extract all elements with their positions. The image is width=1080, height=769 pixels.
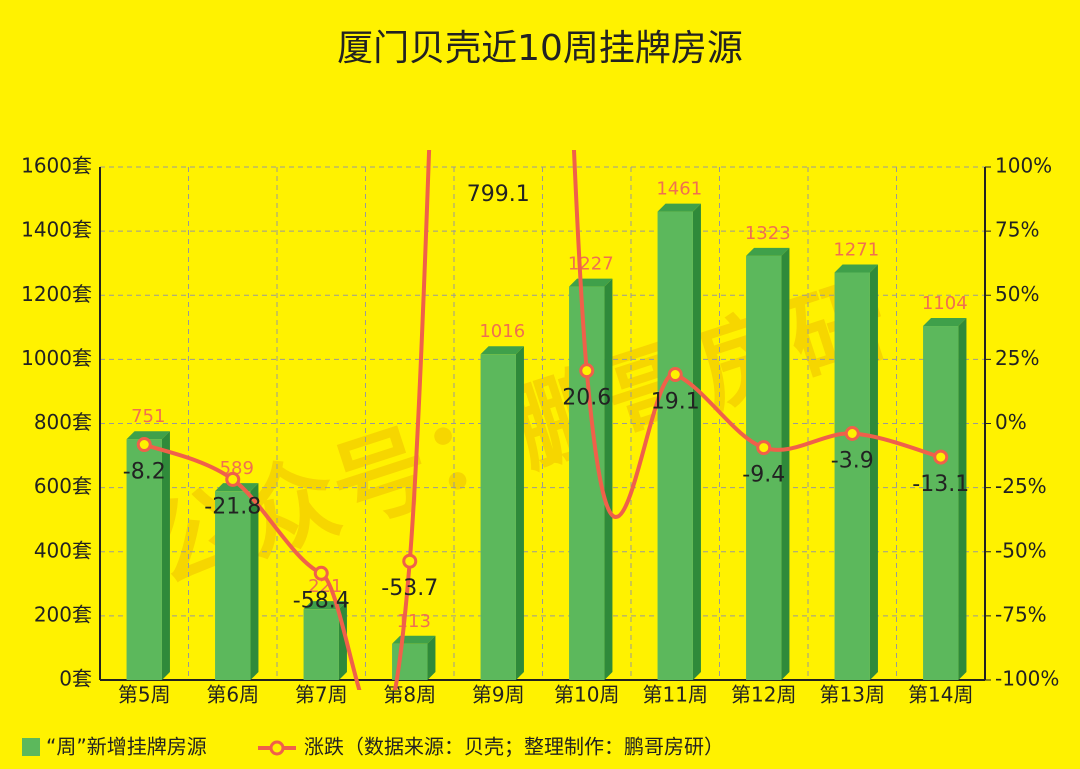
- bar: [834, 272, 870, 680]
- y-tick-label: 200套: [34, 602, 92, 626]
- bar-top: [215, 483, 259, 492]
- y-tick-label: 800套: [34, 410, 92, 434]
- line-marker: [313, 565, 329, 581]
- bar-side: [604, 278, 613, 680]
- x-tick-label: 第12周: [731, 683, 796, 707]
- bar-top: [834, 264, 878, 273]
- bar-side: [427, 635, 436, 680]
- line-marker: [225, 471, 241, 487]
- bar: [215, 491, 251, 680]
- bar-label: 751: [131, 406, 165, 427]
- line-label: -58.4: [293, 588, 350, 613]
- bar-label: 1271: [833, 239, 879, 260]
- bar-top: [657, 203, 701, 212]
- bar: [923, 326, 959, 680]
- y-tick-label: 1400套: [21, 218, 92, 242]
- bar-side: [958, 318, 967, 680]
- line-label: -21.8: [204, 494, 261, 519]
- y2-tick-label: 100%: [995, 154, 1052, 178]
- bar: [657, 211, 693, 680]
- y2-tick-label: -50%: [995, 538, 1047, 562]
- legend-swatch: [22, 738, 40, 756]
- x-tick-label: 第9周: [472, 683, 525, 707]
- line-label: 19.1: [651, 390, 700, 415]
- bar-label: 1323: [745, 223, 791, 244]
- x-tick-label: 第10周: [554, 683, 619, 707]
- line-label: -3.9: [831, 449, 874, 474]
- bar: [303, 609, 339, 680]
- line-label: -13.1: [912, 472, 969, 497]
- bar: [126, 439, 162, 680]
- x-tick-label: 第6周: [206, 683, 259, 707]
- y-tick-label: 600套: [34, 474, 92, 498]
- x-tick-label: 第5周: [118, 683, 171, 707]
- line-marker: [933, 449, 949, 465]
- bar: [480, 354, 516, 680]
- line-marker: [579, 363, 595, 379]
- bar-top: [480, 346, 524, 355]
- line-label: -8.2: [123, 460, 166, 485]
- bar-side: [692, 203, 701, 680]
- x-tick-label: 第8周: [383, 683, 436, 707]
- y2-tick-label: 0%: [995, 410, 1027, 434]
- bar-label: 1461: [656, 179, 702, 200]
- line-marker: [136, 437, 152, 453]
- legend-label: “周”新增挂牌房源: [46, 735, 207, 759]
- y-tick-label: 0套: [59, 667, 92, 691]
- bar-side: [869, 264, 878, 680]
- bar-top: [923, 318, 967, 327]
- legend-label: 涨跌（数据来源：贝壳；整理制作：鹏哥房研）: [304, 735, 724, 759]
- y2-tick-label: 50%: [995, 282, 1039, 306]
- y2-tick-label: -75%: [995, 602, 1047, 626]
- line-label: -53.7: [381, 576, 438, 601]
- bar: [746, 255, 782, 681]
- x-tick-label: 第11周: [643, 683, 708, 707]
- y-tick-label: 1600套: [21, 154, 92, 178]
- bar-top: [746, 247, 790, 256]
- line-label: 799.1: [467, 182, 530, 207]
- line-group: [136, 150, 949, 690]
- x-tick-label: 第14周: [908, 683, 973, 707]
- line-marker: [756, 440, 772, 456]
- y-tick-label: 1000套: [21, 346, 92, 370]
- line-label: 20.6: [562, 386, 611, 411]
- line-marker: [844, 426, 860, 442]
- line-marker: [402, 553, 418, 569]
- y2-tick-label: -25%: [995, 474, 1047, 498]
- legend-marker: [269, 740, 285, 756]
- y-tick-label: 400套: [34, 538, 92, 562]
- y2-tick-label: 75%: [995, 218, 1039, 242]
- x-tick-label: 第13周: [820, 683, 885, 707]
- bar-label: 1104: [922, 293, 968, 314]
- line-label: -9.4: [742, 463, 785, 488]
- bar-side: [781, 247, 790, 681]
- chart-title: 厦门贝壳近10周挂牌房源: [337, 28, 743, 69]
- bar-side: [515, 346, 524, 680]
- y2-tick-label: -100%: [995, 667, 1059, 691]
- bar-top: [126, 431, 170, 440]
- y-tick-label: 1200套: [21, 282, 92, 306]
- bar-side: [250, 483, 259, 680]
- y2-tick-label: 25%: [995, 346, 1039, 370]
- bar-label: 1016: [479, 321, 525, 342]
- bar-label: 1227: [568, 254, 614, 275]
- bar-side: [161, 431, 170, 680]
- x-tick-label: 第7周: [295, 683, 348, 707]
- line-marker: [667, 367, 683, 383]
